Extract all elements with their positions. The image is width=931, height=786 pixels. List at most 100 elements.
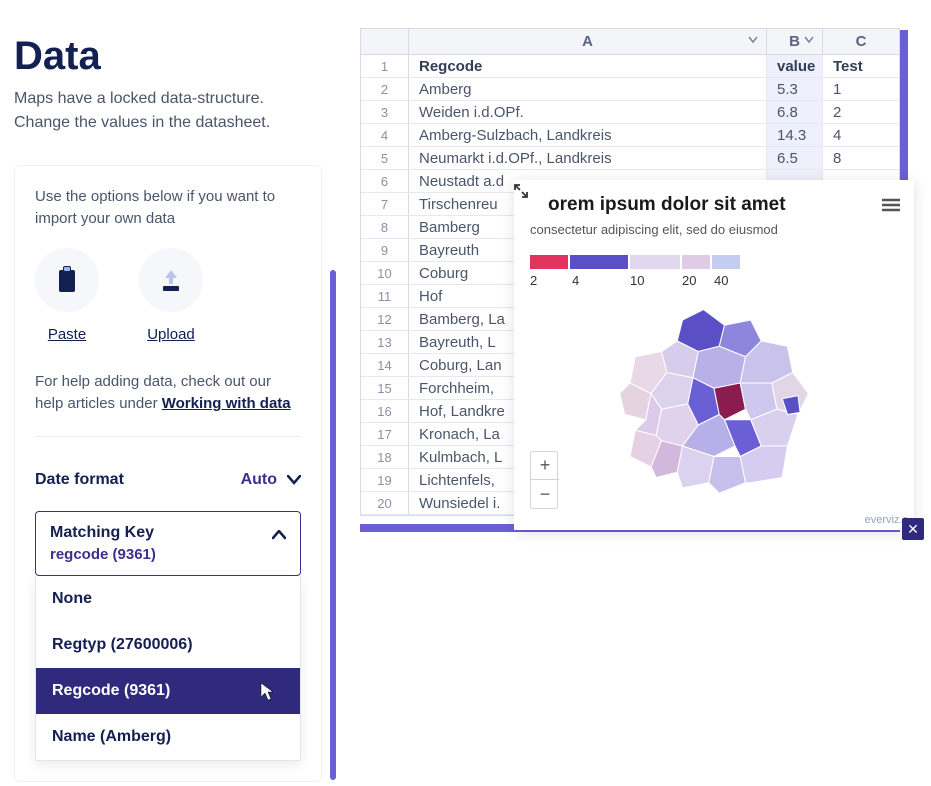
table-row[interactable]: 4 Amberg-Sulzbach, Landkreis 14.3 4: [361, 124, 899, 147]
row-number: 20: [361, 492, 409, 514]
cell[interactable]: 4: [823, 124, 899, 146]
expand-icon[interactable]: [514, 184, 528, 198]
cell[interactable]: 6.5: [767, 147, 823, 169]
chart-subtitle: consectetur adipiscing elit, sed do eius…: [530, 222, 898, 237]
zoom-in-button[interactable]: +: [531, 452, 559, 480]
upload-icon: [139, 248, 203, 312]
legend-tick: 2: [530, 273, 537, 288]
chevron-down-icon[interactable]: [804, 36, 814, 44]
row-number: 14: [361, 354, 409, 376]
cell[interactable]: 8: [823, 147, 899, 169]
cell[interactable]: Weiden i.d.OPf.: [409, 101, 767, 123]
legend-tick: 40: [714, 273, 728, 288]
map-region[interactable]: [709, 457, 746, 494]
menu-icon[interactable]: [882, 198, 900, 217]
cursor-icon: [260, 682, 276, 707]
chart-title: orem ipsum dolor sit amet: [530, 194, 898, 216]
legend-tick: 10: [630, 273, 644, 288]
cell[interactable]: value: [767, 55, 823, 77]
page-title: Data: [14, 34, 322, 79]
cell[interactable]: 14.3: [767, 124, 823, 146]
col-a-label: A: [582, 33, 593, 50]
legend-labels: 2 4 10 20 40: [530, 273, 898, 289]
divider: [35, 436, 301, 437]
col-header-b[interactable]: B: [767, 29, 823, 54]
row-number: 10: [361, 262, 409, 284]
col-b-label: B: [789, 33, 800, 50]
table-row[interactable]: 5 Neumarkt i.d.OPf., Landkreis 6.5 8: [361, 147, 899, 170]
main-area: A B C 1 Regcode value Test2 Amberg 5.3 1…: [360, 0, 915, 786]
upload-button[interactable]: Upload: [139, 248, 203, 343]
row-number: 6: [361, 170, 409, 192]
cell[interactable]: 2: [823, 101, 899, 123]
legend-swatch: [570, 255, 630, 269]
paste-label: Paste: [48, 326, 86, 343]
row-number: 18: [361, 446, 409, 468]
matching-key-option[interactable]: None: [36, 576, 300, 622]
matching-key-value: regcode (9361): [50, 546, 286, 563]
row-number: 16: [361, 400, 409, 422]
matching-key-select[interactable]: Matching Key regcode (9361): [35, 511, 301, 576]
choropleth-map[interactable]: + −: [530, 299, 898, 509]
table-row[interactable]: 1 Regcode value Test: [361, 55, 899, 78]
row-number: 17: [361, 423, 409, 445]
paste-button[interactable]: Paste: [35, 248, 99, 343]
table-row[interactable]: 3 Weiden i.d.OPf. 6.8 2: [361, 101, 899, 124]
date-format-select[interactable]: Date format Auto: [15, 457, 321, 503]
chevron-down-icon[interactable]: [748, 36, 758, 44]
table-row[interactable]: 2 Amberg 5.3 1: [361, 78, 899, 101]
matching-key-option[interactable]: Name (Amberg): [36, 714, 300, 760]
chevron-up-icon: [272, 530, 286, 540]
sidebar-scrollbar[interactable]: [330, 270, 336, 780]
matching-key-options: NoneRegtyp (27600006)Regcode (9361)Name …: [35, 576, 301, 761]
row-number: 19: [361, 469, 409, 491]
import-text: Use the options below if you want to imp…: [15, 186, 321, 230]
cell[interactable]: Test: [823, 55, 899, 77]
legend-swatch: [530, 255, 570, 269]
upload-label: Upload: [147, 326, 195, 343]
row-number: 4: [361, 124, 409, 146]
cell[interactable]: 6.8: [767, 101, 823, 123]
cell[interactable]: 1: [823, 78, 899, 100]
corner-cell: [361, 29, 409, 54]
import-card: Use the options below if you want to imp…: [14, 165, 322, 782]
row-number: 7: [361, 193, 409, 215]
zoom-out-button[interactable]: −: [531, 480, 559, 508]
row-number: 8: [361, 216, 409, 238]
cell[interactable]: Amberg-Sulzbach, Landkreis: [409, 124, 767, 146]
cell[interactable]: Neumarkt i.d.OPf., Landkreis: [409, 147, 767, 169]
col-header-c[interactable]: C: [823, 29, 899, 54]
help-text: For help adding data, check out our help…: [15, 371, 321, 416]
legend-tick: 4: [572, 273, 579, 288]
date-format-value: Auto: [241, 471, 277, 489]
clipboard-icon: [35, 248, 99, 312]
matching-key-option[interactable]: Regtyp (27600006): [36, 622, 300, 668]
row-number: 9: [361, 239, 409, 261]
row-number: 2: [361, 78, 409, 100]
cell[interactable]: Amberg: [409, 78, 767, 100]
help-link[interactable]: Working with data: [162, 395, 291, 412]
page-subtitle: Maps have a locked data-structure. Chang…: [14, 87, 294, 135]
zoom-controls: + −: [530, 451, 558, 509]
cell[interactable]: 5.3: [767, 78, 823, 100]
cell[interactable]: Regcode: [409, 55, 767, 77]
legend-swatch: [682, 255, 712, 269]
row-number: 5: [361, 147, 409, 169]
legend-swatch: [630, 255, 682, 269]
sidebar: Data Maps have a locked data-structure. …: [14, 0, 322, 786]
chevron-down-icon: [287, 475, 301, 485]
row-number: 3: [361, 101, 409, 123]
matching-key-label: Matching Key: [50, 524, 286, 542]
row-number: 1: [361, 55, 409, 77]
col-header-a[interactable]: A: [409, 29, 767, 54]
date-format-label: Date format: [35, 471, 124, 489]
matching-key-option[interactable]: Regcode (9361): [36, 668, 300, 714]
sheet-column-header: A B C: [361, 29, 899, 55]
legend-swatch: [712, 255, 742, 269]
close-icon[interactable]: ✕: [902, 518, 924, 540]
row-number: 12: [361, 308, 409, 330]
legend-tick: 20: [682, 273, 696, 288]
chart-preview: orem ipsum dolor sit amet consectetur ad…: [514, 180, 914, 530]
col-c-label: C: [856, 33, 867, 50]
row-number: 15: [361, 377, 409, 399]
